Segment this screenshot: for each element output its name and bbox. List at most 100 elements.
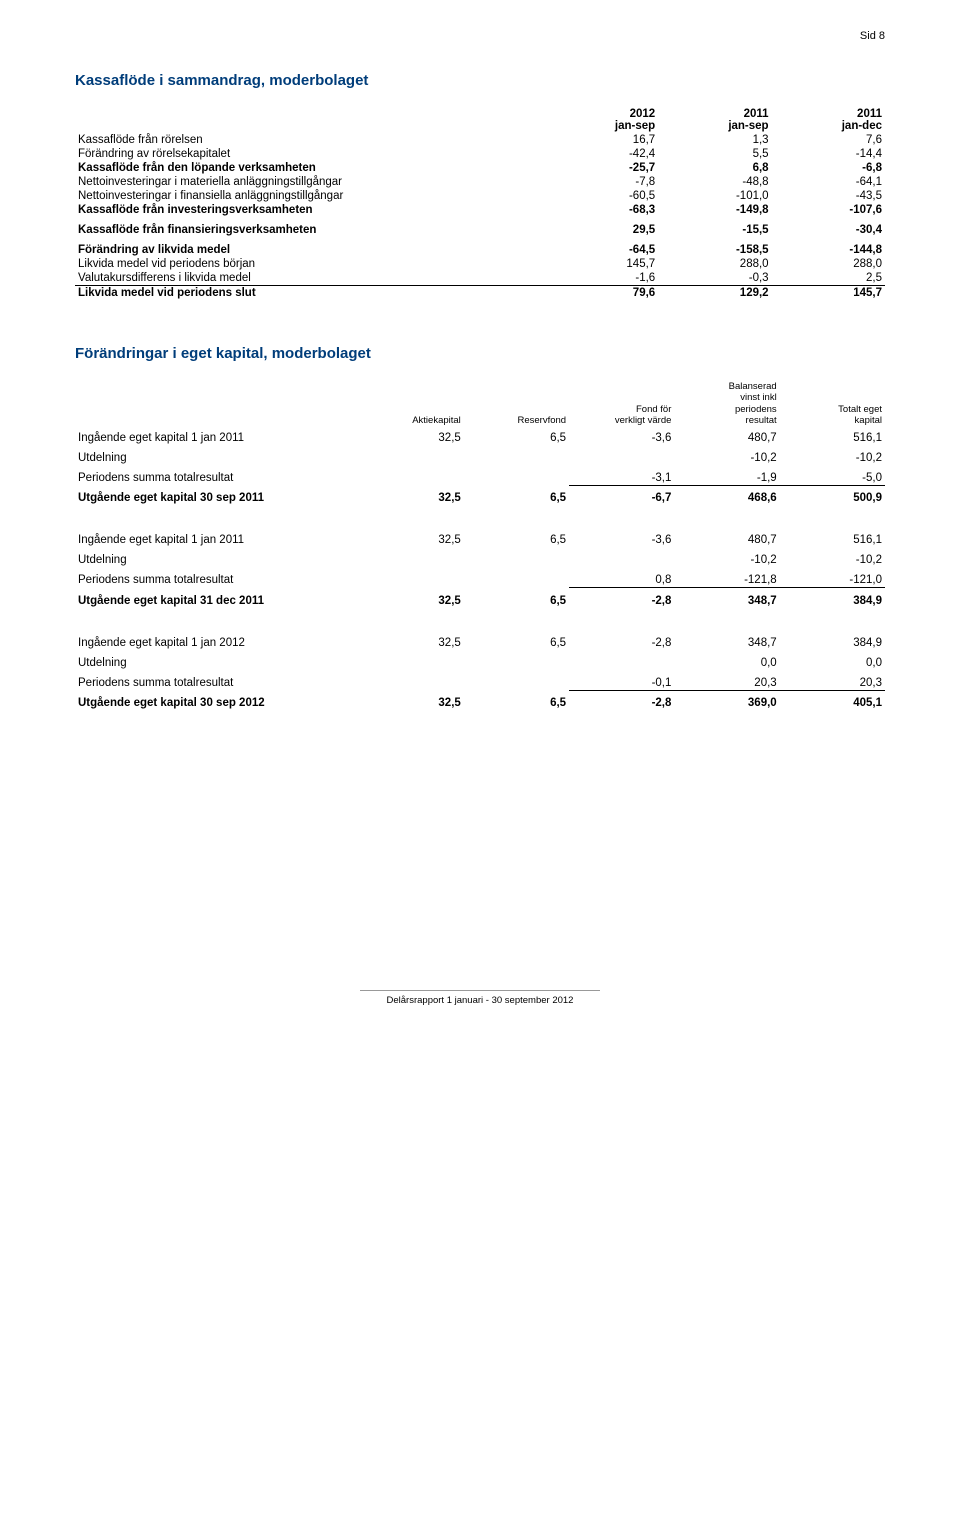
equity-cell: 20,3 (780, 676, 885, 691)
equity-total-cell: 369,0 (674, 696, 779, 710)
cashflow-cell: -107,6 (772, 203, 885, 217)
equity-cell: -10,2 (780, 553, 885, 567)
equity-cell: -10,2 (780, 451, 885, 465)
equity-row-label: Ingående eget kapital 1 jan 2011 (75, 431, 359, 445)
cashflow-row-label: Förändring av likvida medel (75, 243, 545, 257)
cashflow-cell: -68,3 (545, 203, 658, 217)
cashflow-cell: 288,0 (658, 257, 771, 271)
equity-cell: -10,2 (674, 451, 779, 465)
equity-total-cell: 6,5 (464, 491, 569, 505)
equity-row-label: Periodens summa totalresultat (75, 573, 359, 588)
equity-table: Aktiekapital Reservfond Fond för verklig… (75, 380, 885, 710)
equity-cell: 6,5 (464, 431, 569, 445)
equity-row-label: Ingående eget kapital 1 jan 2012 (75, 636, 359, 650)
cashflow-cell: 6,8 (658, 161, 771, 175)
equity-cell: 6,5 (464, 533, 569, 547)
page-footer: Delårsrapport 1 januari - 30 september 2… (360, 990, 600, 1006)
equity-cell: 32,5 (359, 431, 464, 445)
cashflow-cell: 5,5 (658, 147, 771, 161)
equity-row-label: Periodens summa totalresultat (75, 471, 359, 486)
cashflow-cell: 145,7 (772, 286, 885, 301)
equity-cell: -121,8 (674, 573, 779, 588)
cashflow-row-label: Likvida medel vid periodens början (75, 257, 545, 271)
cashflow-row-label: Valutakursdifferens i likvida medel (75, 271, 545, 286)
equity-total-label: Utgående eget kapital 30 sep 2012 (75, 696, 359, 710)
cashflow-row-label: Kassaflöde från investeringsverksamheten (75, 203, 545, 217)
cashflow-cell: -25,7 (545, 161, 658, 175)
col-header-2012: 2012 jan-sep (545, 107, 658, 133)
cashflow-cell: -14,4 (772, 147, 885, 161)
cashflow-cell: -42,4 (545, 147, 658, 161)
equity-row-label: Ingående eget kapital 1 jan 2011 (75, 533, 359, 547)
equity-cell: 480,7 (674, 533, 779, 547)
equity-total-cell: 32,5 (359, 594, 464, 608)
equity-cell (464, 471, 569, 486)
equity-cell: 0,0 (674, 656, 779, 670)
col-header-2011-dec: 2011 jan-dec (772, 107, 885, 133)
equity-cell (359, 656, 464, 670)
equity-cell (359, 471, 464, 486)
equity-total-cell: 405,1 (780, 696, 885, 710)
cashflow-cell: 129,2 (658, 286, 771, 301)
equity-cell: 516,1 (780, 431, 885, 445)
cashflow-cell: 2,5 (772, 271, 885, 286)
equity-cell: -1,9 (674, 471, 779, 486)
equity-total-cell: -2,8 (569, 594, 674, 608)
equity-cell (569, 656, 674, 670)
cashflow-cell: -158,5 (658, 243, 771, 257)
equity-total-label: Utgående eget kapital 31 dec 2011 (75, 594, 359, 608)
equity-col-reservfond: Reservfond (464, 380, 569, 431)
equity-empty-header (75, 380, 359, 431)
cashflow-cell: -48,8 (658, 175, 771, 189)
cashflow-row-label: Kassaflöde från rörelsen (75, 133, 545, 147)
equity-title: Förändringar i eget kapital, moderbolage… (75, 345, 885, 362)
equity-cell: 32,5 (359, 533, 464, 547)
cashflow-cell: -30,4 (772, 223, 885, 237)
cashflow-cell: -101,0 (658, 189, 771, 203)
cashflow-cell: -6,8 (772, 161, 885, 175)
empty-header (75, 107, 545, 133)
equity-total-cell: 32,5 (359, 696, 464, 710)
equity-cell: -0,1 (569, 676, 674, 691)
equity-cell (464, 676, 569, 691)
equity-cell: 6,5 (464, 636, 569, 650)
equity-total-cell: -2,8 (569, 696, 674, 710)
equity-total-cell: 6,5 (464, 696, 569, 710)
equity-cell: 480,7 (674, 431, 779, 445)
equity-cell: -121,0 (780, 573, 885, 588)
cashflow-cell: -144,8 (772, 243, 885, 257)
equity-total-cell: 6,5 (464, 594, 569, 608)
equity-col-totalt: Totalt eget kapital (780, 380, 885, 431)
cashflow-cell: -149,8 (658, 203, 771, 217)
equity-cell (464, 573, 569, 588)
equity-cell: -3,6 (569, 533, 674, 547)
cashflow-cell: 79,6 (545, 286, 658, 301)
equity-cell: -5,0 (780, 471, 885, 486)
cashflow-cell: -15,5 (658, 223, 771, 237)
equity-cell: -2,8 (569, 636, 674, 650)
cashflow-row-label: Förändring av rörelsekapitalet (75, 147, 545, 161)
equity-cell (464, 656, 569, 670)
equity-row-label: Utdelning (75, 656, 359, 670)
equity-cell: 348,7 (674, 636, 779, 650)
page-number: Sid 8 (75, 30, 885, 42)
equity-cell: -3,6 (569, 431, 674, 445)
cashflow-cell: 29,5 (545, 223, 658, 237)
equity-cell (359, 451, 464, 465)
equity-cell: 32,5 (359, 636, 464, 650)
equity-total-cell: 32,5 (359, 491, 464, 505)
equity-total-cell: 384,9 (780, 594, 885, 608)
equity-row-label: Utdelning (75, 553, 359, 567)
equity-col-fond: Fond för verkligt värde (569, 380, 674, 431)
equity-cell: 20,3 (674, 676, 779, 691)
equity-cell: -3,1 (569, 471, 674, 486)
cashflow-row-label: Kassaflöde från finansieringsverksamhete… (75, 223, 545, 237)
cashflow-cell: -0,3 (658, 271, 771, 286)
equity-cell (464, 553, 569, 567)
cashflow-cell: 16,7 (545, 133, 658, 147)
equity-row-label: Periodens summa totalresultat (75, 676, 359, 691)
equity-row-label: Utdelning (75, 451, 359, 465)
cashflow-cell: -60,5 (545, 189, 658, 203)
equity-cell (569, 451, 674, 465)
equity-cell: 516,1 (780, 533, 885, 547)
